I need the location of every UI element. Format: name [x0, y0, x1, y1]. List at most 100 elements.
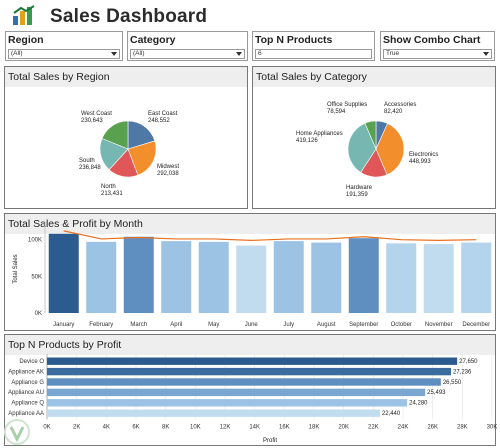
- top-value-label-0: 27,650: [459, 359, 478, 365]
- top-x-tick-8: 16K: [279, 424, 290, 430]
- combo-chart-filter[interactable]: Show Combo Chart True: [380, 31, 495, 61]
- category-select[interactable]: (All): [130, 49, 245, 59]
- top-x-tick-15: 30K: [487, 424, 498, 430]
- month-x-tick-6: July: [283, 322, 294, 328]
- region-pie-slice-label-4: West Coast: [81, 111, 112, 117]
- sales-chart-icon: [13, 5, 35, 25]
- month-bar-2: [123, 236, 154, 313]
- month-x-tick-9: October: [391, 322, 412, 328]
- month-x-tick-3: April: [170, 322, 182, 328]
- top-value-label-3: 25,493: [427, 390, 446, 396]
- month-y-axis-label: Total Sales: [13, 254, 19, 283]
- top-x-tick-5: 10K: [190, 424, 201, 430]
- top-x-tick-11: 22K: [368, 424, 379, 430]
- region-filter-label: Region: [8, 34, 44, 46]
- region-pie-slice-value-3: 236,848: [79, 165, 101, 171]
- top-x-tick-14: 28K: [457, 424, 468, 430]
- category-pie-slice-label-3: Home Appliances: [296, 131, 343, 137]
- month-x-tick-1: February: [89, 322, 113, 328]
- month-x-tick-7: August: [317, 322, 336, 328]
- top-bar-1: [47, 367, 452, 376]
- top-x-axis-label: Profit: [263, 438, 277, 444]
- top-category-label-4: Appliance Q: [11, 401, 44, 407]
- top-bar-4: [47, 399, 408, 407]
- top-products-chart: 0K 2K 4K 6K 8K 10K 12K 14K 16K 18K 20K 22K 24K 26K 28K…: [8, 354, 498, 444]
- region-pie-slice-4: [101, 120, 129, 150]
- dashboard-header: Sales Dashboard: [0, 0, 500, 30]
- chevron-down-icon[interactable]: [236, 52, 242, 56]
- top-x-tick-2: 4K: [103, 424, 110, 430]
- category-filter-label: Category: [130, 34, 176, 46]
- combo-chart-select[interactable]: True: [383, 49, 492, 59]
- category-pie-slice-value-4: 78,594: [327, 109, 346, 115]
- category-pie-slice-1: [375, 123, 405, 176]
- region-pie-slice-value-1: 292,038: [157, 171, 179, 177]
- category-pie-slice-label-0: Accessories: [384, 102, 416, 108]
- top-n-filter-label: Top N Products: [255, 34, 333, 46]
- top-n-input-value: 6: [258, 50, 262, 57]
- category-pie-title: Total Sales by Category: [253, 67, 495, 87]
- region-pie-slice-value-4: 230,643: [81, 118, 103, 124]
- category-pie-panel: Total Sales by Category Accessories 82,42…: [252, 66, 496, 209]
- month-x-tick-0: January: [53, 322, 74, 328]
- month-bar-10: [423, 244, 454, 313]
- top-products-title: Top N Products by Profit: [5, 335, 495, 355]
- top-category-label-0: Device O: [19, 359, 44, 365]
- top-x-tick-10: 20K: [338, 424, 349, 430]
- month-profit-line: [63, 230, 477, 242]
- region-pie-slice-value-0: 248,552: [148, 118, 170, 124]
- region-pie-slice-label-3: South: [79, 158, 95, 164]
- top-category-label-3: Appliance AU: [8, 390, 44, 396]
- top-category-label-2: Appliance G: [11, 380, 44, 386]
- category-pie-slice-value-0: 82,420: [384, 109, 403, 115]
- top-n-input[interactable]: 6: [255, 49, 372, 59]
- category-pie-slice-value-2: 191,359: [346, 192, 368, 198]
- top-bar-3: [47, 388, 426, 397]
- top-products-panel: Top N Products by Profit 0K 2K 4K 6K 8K 10K 12…: [4, 334, 498, 446]
- combo-chart-select-value: True: [386, 50, 400, 57]
- region-pie-slice-label-0: East Coast: [148, 111, 178, 117]
- month-bar-11: [461, 242, 492, 313]
- category-filter[interactable]: Category (All): [127, 31, 248, 61]
- top-x-tick-3: 6K: [132, 424, 139, 430]
- category-pie-slice-label-2: Hardware: [346, 185, 373, 191]
- month-x-tick-2: March: [130, 322, 147, 328]
- chevron-down-icon[interactable]: [111, 52, 117, 56]
- region-pie-slice-1: [127, 140, 157, 176]
- month-bar-1: [86, 241, 117, 313]
- top-n-filter[interactable]: Top N Products 6: [252, 31, 375, 61]
- top-bar-0: [47, 357, 458, 365]
- category-pie-slice-3: [347, 122, 377, 173]
- top-value-label-2: 26,550: [443, 380, 462, 386]
- page-title: Sales Dashboard: [50, 6, 208, 27]
- month-y-tick-1: 50K: [31, 274, 42, 280]
- month-combo-title: Total Sales & Profit by Month: [5, 214, 495, 234]
- month-x-tick-5: June: [245, 322, 259, 328]
- top-bar-5: [47, 409, 380, 417]
- category-pie-slice-label-4: Office Supplies: [327, 102, 367, 108]
- region-select-value: (All): [11, 50, 23, 57]
- month-x-tick-8: September: [349, 322, 378, 328]
- top-value-label-5: 22,440: [382, 411, 401, 417]
- chevron-down-icon[interactable]: [483, 52, 489, 56]
- month-y-tick-0: 0K: [35, 311, 42, 317]
- top-x-tick-0: 0K: [43, 424, 50, 430]
- top-x-tick-12: 24K: [398, 424, 409, 430]
- month-bar-4: [198, 241, 229, 313]
- top-value-label-4: 24,280: [409, 401, 428, 407]
- month-x-tick-11: December: [462, 322, 490, 328]
- top-x-tick-9: 18K: [309, 424, 320, 430]
- region-filter[interactable]: Region (All): [5, 31, 123, 61]
- region-select[interactable]: (All): [8, 49, 120, 59]
- month-x-tick-4: May: [208, 322, 219, 328]
- region-pie-slice-0: [127, 120, 156, 150]
- region-pie-slice-value-2: 213,431: [101, 191, 123, 197]
- month-bar-9: [386, 243, 417, 313]
- top-category-label-5: Appliance AA: [8, 411, 44, 417]
- month-x-tick-10: November: [425, 322, 453, 328]
- region-pie-slice-label-2: North: [101, 184, 116, 190]
- month-bar-0: [48, 233, 79, 313]
- category-pie-slice-value-1: 448,993: [409, 159, 431, 165]
- region-pie-panel: Total Sales by Region East Coast 248,552 M…: [4, 66, 248, 209]
